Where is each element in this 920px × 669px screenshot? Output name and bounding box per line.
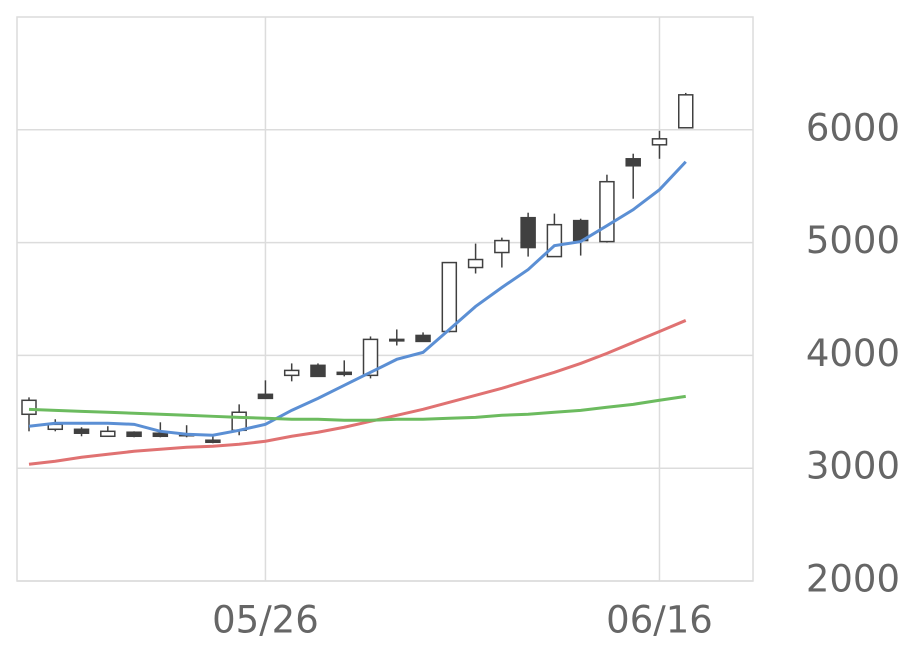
candle-body [310,364,326,378]
candle-body [283,369,300,377]
candle-body [100,430,116,438]
y-tick-label: 5000 [806,219,900,262]
moving-average-line [28,319,687,466]
candle-body [415,334,431,343]
y-tick-label: 6000 [806,106,900,149]
candle-body [126,431,142,438]
candle-body [231,411,247,432]
candle-body [257,393,274,400]
candle-body [362,338,379,377]
y-tick-label: 2000 [806,558,900,601]
candle-body [21,399,37,416]
y-tick-label: 3000 [806,445,900,488]
x-tick-label: 06/16 [606,599,713,642]
candle-body [441,261,458,333]
candle-body [494,239,510,254]
moving-average-line [28,160,687,437]
candle-body [520,216,536,249]
y-tick-label: 4000 [806,332,900,375]
candle-body [651,138,668,146]
candle-body [599,180,615,243]
moving-average-line [28,394,686,422]
candle-body [678,94,694,129]
candle-body [73,428,90,434]
candle-body [389,338,405,342]
candle-body [625,158,641,167]
candle-body [205,439,221,444]
plot-frame [16,16,754,582]
candle-body [152,432,169,438]
candle-body [336,371,352,376]
candle-body [467,258,484,269]
x-tick-label: 05/26 [212,599,319,642]
